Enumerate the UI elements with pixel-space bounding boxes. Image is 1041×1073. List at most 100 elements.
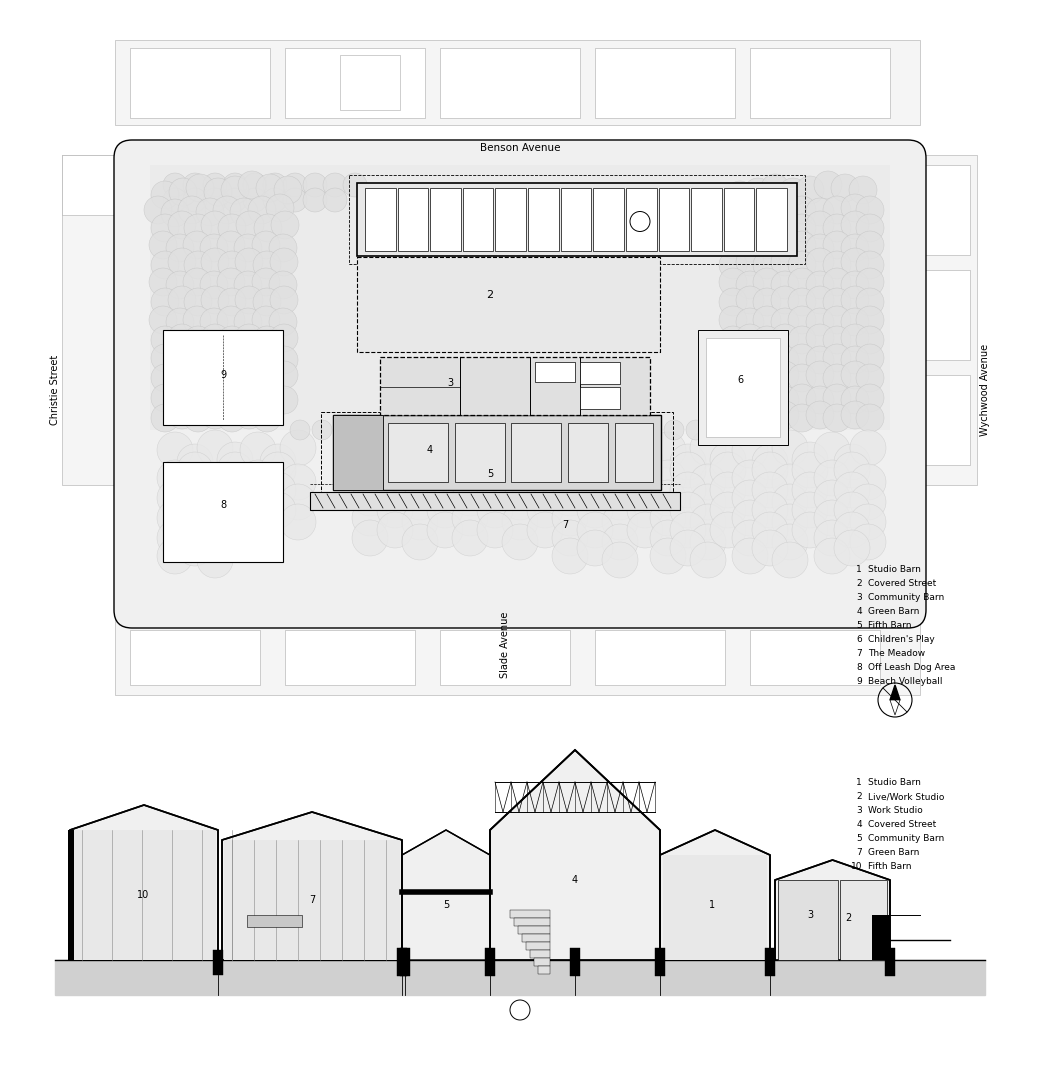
Circle shape [201, 286, 229, 314]
Text: 3: 3 [857, 593, 862, 602]
Circle shape [841, 234, 869, 262]
Circle shape [841, 324, 869, 352]
Bar [593, 188, 624, 251]
Circle shape [240, 500, 276, 536]
Circle shape [806, 386, 834, 414]
Polygon shape [490, 750, 660, 960]
Circle shape [670, 530, 706, 565]
Circle shape [217, 472, 253, 508]
Text: Work Studio: Work Studio [868, 806, 922, 815]
Circle shape [753, 268, 781, 296]
Circle shape [841, 361, 869, 389]
Circle shape [779, 178, 807, 206]
Circle shape [269, 308, 297, 336]
Circle shape [850, 484, 886, 520]
Circle shape [201, 401, 229, 429]
Circle shape [163, 173, 187, 197]
Circle shape [223, 173, 247, 197]
Circle shape [736, 386, 764, 414]
Bar [526, 942, 550, 950]
Circle shape [151, 326, 179, 354]
Circle shape [527, 442, 563, 477]
Circle shape [598, 420, 618, 440]
Circle shape [204, 178, 232, 206]
Circle shape [217, 306, 245, 334]
Bar [757, 188, 787, 251]
Circle shape [753, 326, 781, 354]
Bar [655, 949, 665, 976]
Circle shape [252, 268, 280, 296]
Bar [455, 423, 505, 482]
Circle shape [823, 306, 850, 334]
Circle shape [477, 493, 513, 528]
Circle shape [183, 231, 211, 259]
Circle shape [177, 452, 213, 488]
Circle shape [151, 405, 179, 432]
Circle shape [151, 364, 179, 392]
Bar [333, 415, 383, 490]
Circle shape [806, 271, 834, 299]
Circle shape [788, 196, 816, 224]
Circle shape [602, 484, 638, 520]
Circle shape [218, 288, 246, 317]
Circle shape [402, 484, 438, 520]
Polygon shape [70, 805, 218, 960]
Circle shape [788, 384, 816, 412]
Circle shape [178, 196, 206, 224]
Circle shape [736, 199, 764, 227]
Circle shape [771, 248, 799, 276]
Circle shape [736, 346, 764, 374]
Circle shape [323, 173, 347, 197]
Circle shape [151, 214, 179, 242]
Circle shape [269, 271, 297, 299]
Circle shape [719, 344, 747, 372]
Bar [310, 493, 680, 510]
Polygon shape [775, 859, 890, 960]
Circle shape [771, 401, 799, 429]
Circle shape [184, 326, 212, 354]
Circle shape [771, 211, 799, 239]
Bar [496, 188, 526, 251]
Text: Covered Street: Covered Street [868, 820, 936, 829]
Circle shape [477, 452, 513, 488]
Circle shape [841, 386, 869, 414]
Text: Children's Play: Children's Play [868, 635, 935, 644]
Circle shape [719, 306, 747, 334]
Bar [357, 183, 797, 256]
Circle shape [577, 472, 613, 508]
Circle shape [708, 420, 728, 440]
Circle shape [719, 326, 747, 354]
Circle shape [850, 504, 886, 540]
Circle shape [806, 211, 834, 239]
Bar [699, 330, 788, 445]
Circle shape [834, 444, 870, 480]
Text: 10: 10 [136, 890, 149, 900]
Circle shape [650, 500, 686, 536]
Circle shape [196, 199, 224, 226]
Circle shape [710, 512, 746, 548]
Circle shape [834, 452, 870, 488]
Bar [440, 48, 580, 118]
Bar [130, 48, 270, 118]
Circle shape [269, 234, 297, 262]
Circle shape [271, 211, 299, 239]
Circle shape [602, 542, 638, 578]
Circle shape [856, 405, 884, 432]
Circle shape [856, 251, 884, 279]
Circle shape [650, 480, 686, 516]
Circle shape [168, 346, 196, 374]
Circle shape [670, 493, 706, 528]
Circle shape [577, 444, 613, 480]
Circle shape [402, 504, 438, 540]
Circle shape [184, 288, 212, 317]
Circle shape [788, 364, 816, 392]
Circle shape [856, 214, 884, 242]
Bar [224, 840, 400, 960]
Bar [398, 188, 428, 251]
Circle shape [312, 420, 332, 440]
Circle shape [234, 234, 262, 262]
Bar [706, 338, 780, 437]
Circle shape [203, 173, 227, 197]
Circle shape [527, 452, 563, 488]
Circle shape [772, 430, 808, 466]
